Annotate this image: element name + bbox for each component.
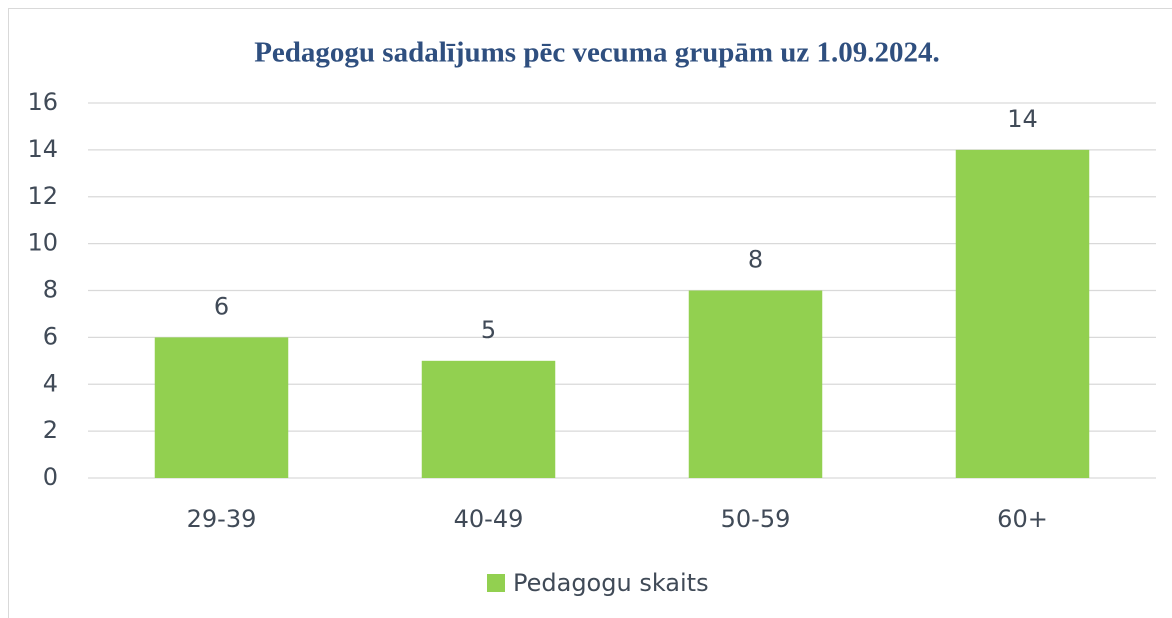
bar	[688, 290, 823, 478]
y-tick-label: 0	[43, 463, 58, 491]
x-tick-label: 60+	[997, 505, 1048, 533]
x-tick-label: 40-49	[454, 505, 524, 533]
data-label: 8	[748, 246, 763, 274]
legend-label: Pedagogu skaits	[513, 569, 709, 597]
x-tick-label: 29-39	[187, 505, 257, 533]
y-tick-label: 14	[27, 135, 58, 163]
y-tick-label: 12	[27, 182, 58, 210]
y-tick-label: 6	[43, 322, 58, 350]
y-tick-label: 2	[43, 416, 58, 444]
data-label: 14	[1007, 105, 1038, 133]
bar	[955, 149, 1090, 478]
x-tick-label: 50-59	[721, 505, 791, 533]
chart-title: Pedagogu sadalījums pēc vecuma grupām uz…	[254, 37, 940, 69]
bar	[154, 337, 289, 478]
y-tick-label: 8	[43, 276, 58, 304]
data-label: 6	[214, 292, 229, 320]
data-label: 5	[481, 316, 496, 344]
bar	[421, 360, 556, 478]
legend-swatch	[487, 574, 505, 592]
chart-border	[8, 8, 1172, 618]
y-tick-label: 4	[43, 369, 58, 397]
y-tick-label: 10	[27, 229, 58, 257]
y-tick-label: 16	[27, 88, 58, 116]
